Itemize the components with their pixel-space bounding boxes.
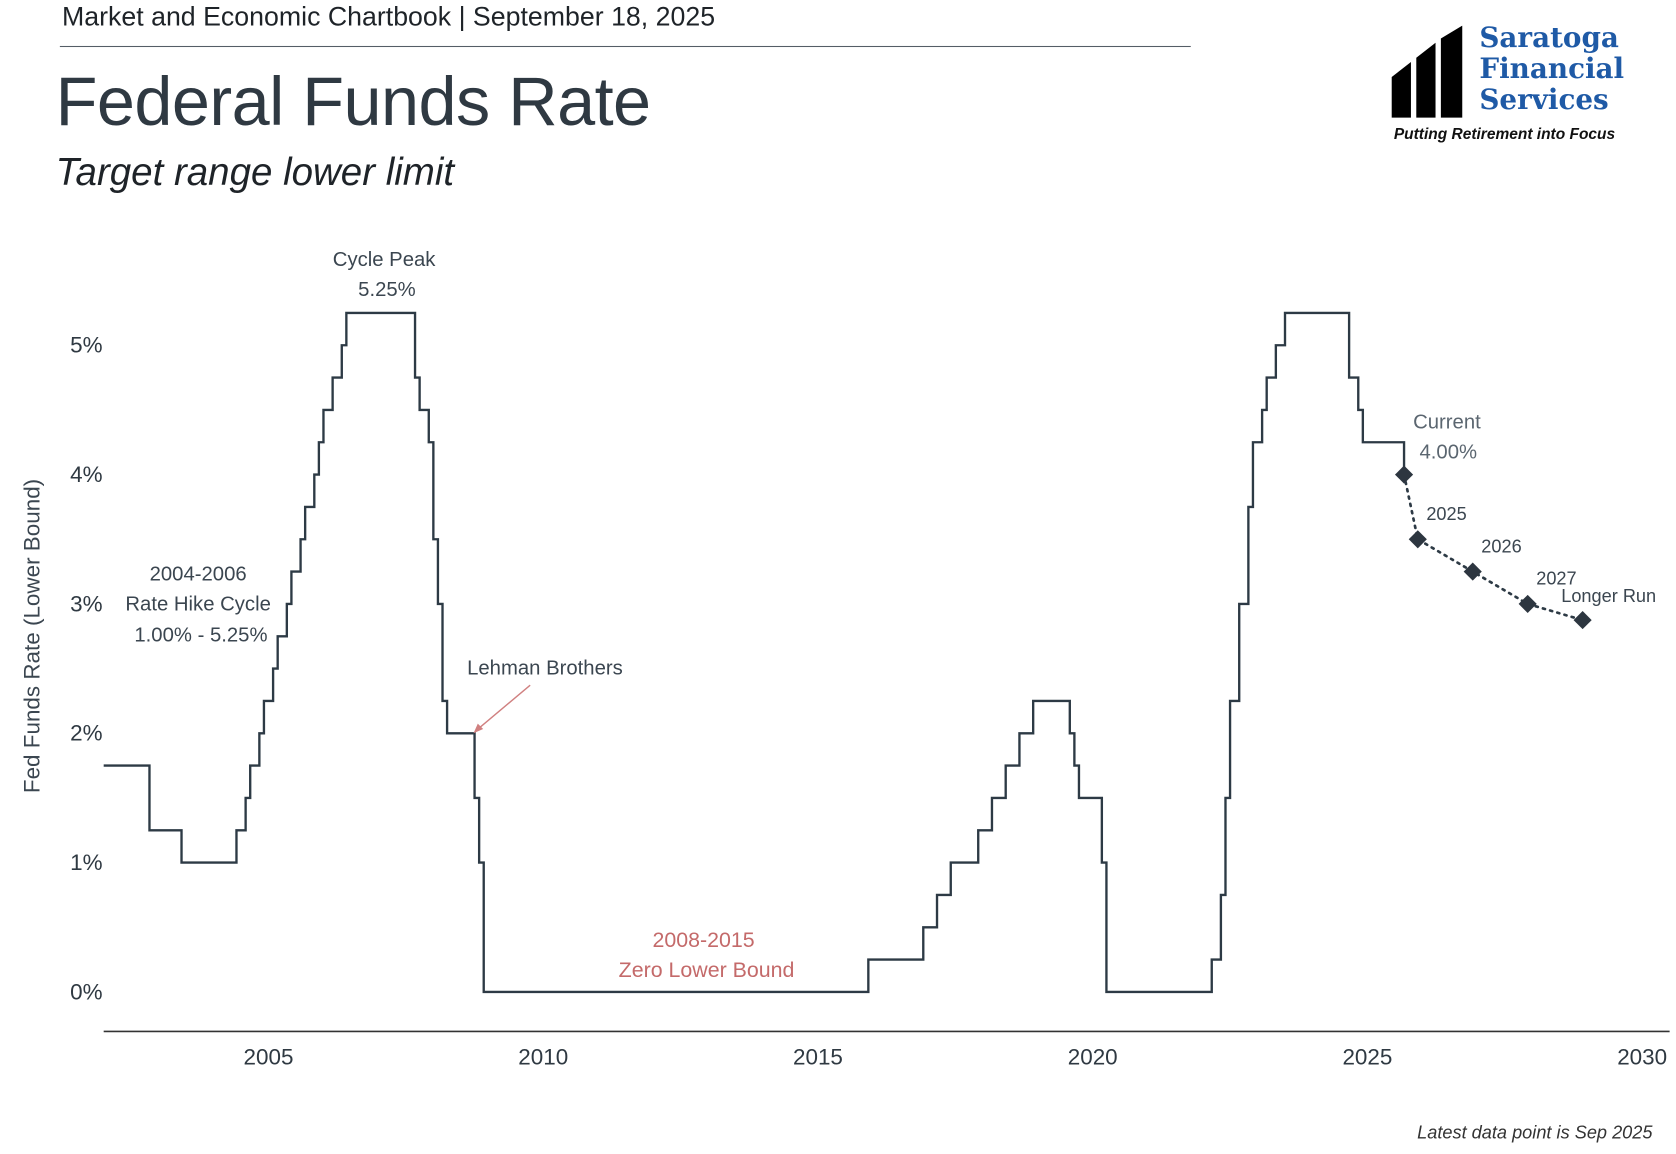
- y-tick-label: 1%: [70, 850, 102, 875]
- lehman-arrow: [476, 684, 531, 731]
- page-title: Federal Funds Rate: [55, 63, 652, 141]
- x-tick-label: 2030: [1617, 1045, 1667, 1070]
- hike-cycle-annotation: 2004-2006 Rate Hike Cycle 1.00% - 5.25%: [125, 563, 276, 646]
- footnote: Latest data point is Sep 2025: [1417, 1122, 1653, 1143]
- projection-diamond-marker: [1408, 530, 1427, 549]
- x-tick-label: 2025: [1342, 1045, 1392, 1070]
- x-tick-label: 2020: [1068, 1045, 1118, 1070]
- logo-line-1: Saratoga: [1479, 22, 1619, 55]
- x-tick-label: 2005: [244, 1045, 294, 1070]
- projection-label: 2026: [1481, 536, 1521, 556]
- logo-line-2: Financial: [1479, 53, 1625, 86]
- current-annotation: Current 4.00%: [1413, 412, 1486, 464]
- projection-diamond-marker: [1518, 594, 1537, 613]
- cycle-peak-annotation: Cycle Peak 5.25%: [333, 249, 441, 301]
- projection-diamond-marker: [1573, 611, 1592, 630]
- page-subtitle: Target range lower limit: [55, 149, 455, 194]
- zero-lower-bound-annotation: 2008-2015 Zero Lower Bound: [619, 928, 795, 982]
- logo-tagline: Putting Retirement into Focus: [1393, 126, 1616, 144]
- x-tick-label: 2015: [793, 1045, 843, 1070]
- projection-label: Longer Run: [1561, 586, 1656, 606]
- projection-label: 2027: [1536, 569, 1576, 589]
- projection-diamond-marker: [1394, 465, 1414, 484]
- y-tick-label: 4%: [70, 462, 102, 487]
- projection-diamond-marker: [1463, 562, 1482, 581]
- projection-label: 2025: [1426, 504, 1466, 524]
- y-tick-label: 3%: [70, 591, 102, 616]
- logo-line-3: Services: [1479, 84, 1609, 117]
- lehman-annotation: Lehman Brothers: [467, 657, 623, 679]
- y-tick-label: 2%: [70, 721, 102, 746]
- logo-name: Saratoga Financial Services: [1479, 22, 1625, 117]
- y-tick-label: 5%: [70, 333, 102, 358]
- saratoga-logo: Saratoga Financial Services Putting Reti…: [1390, 22, 1647, 152]
- x-tick-label: 2010: [518, 1045, 568, 1070]
- y-tick-label: 0%: [70, 979, 102, 1004]
- header-divider: [59, 45, 1191, 48]
- lehman-arrowhead-icon: [473, 723, 484, 734]
- y-axis-label: Fed Funds Rate (Lower Bound): [20, 479, 45, 793]
- chartbook-header: Market and Economic Chartbook | Septembe…: [61, 2, 716, 33]
- bar-chart-logo-icon: [1391, 25, 1463, 118]
- fed-funds-step-line: [103, 311, 1406, 994]
